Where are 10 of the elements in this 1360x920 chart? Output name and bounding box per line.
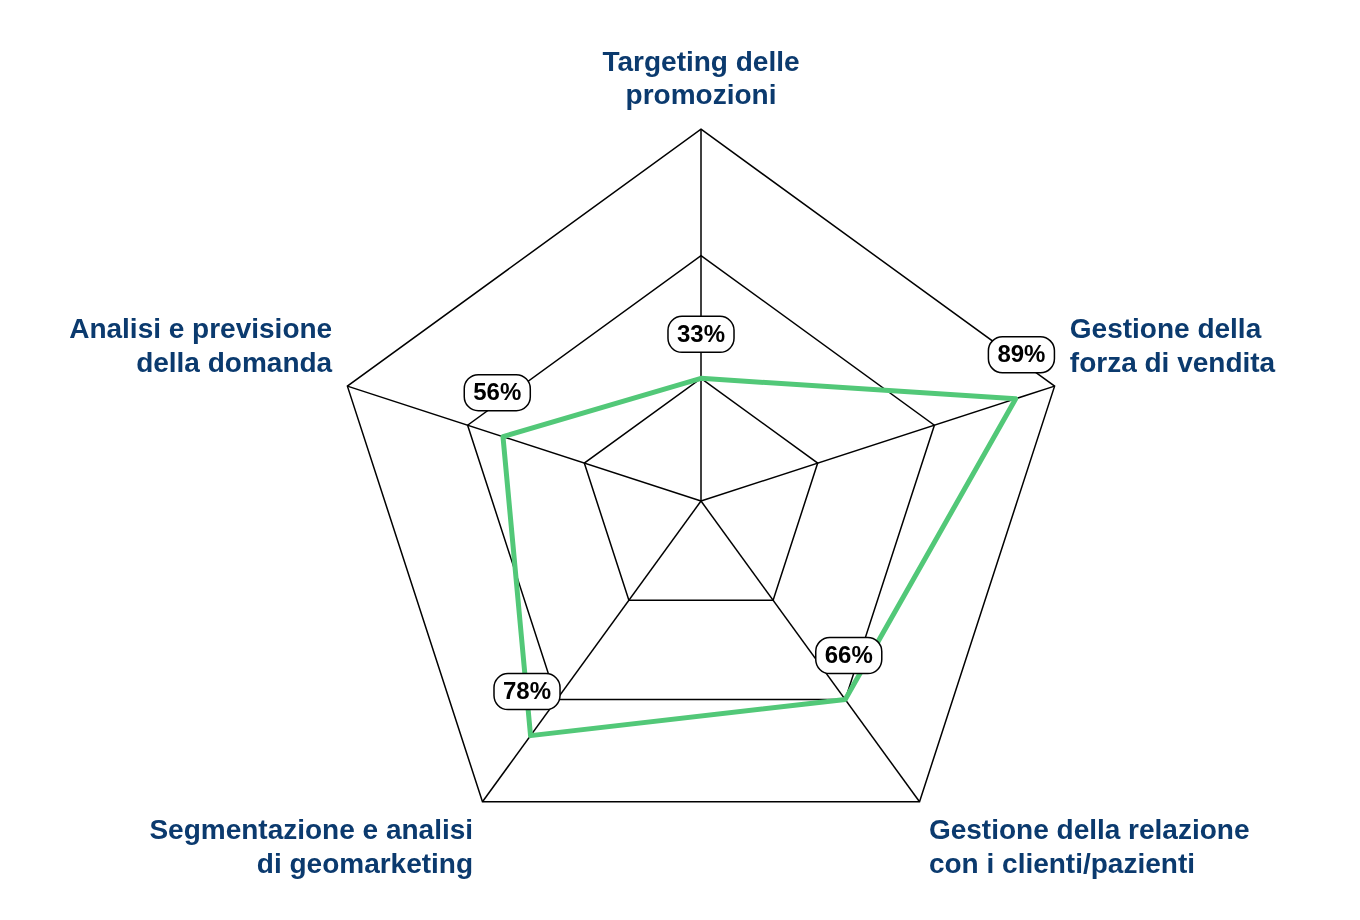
spoke-label: Targeting delle promozioni — [602, 45, 800, 111]
text: 56% — [473, 378, 522, 406]
spoke-label: Analisi e previsione della domanda — [69, 313, 333, 379]
spoke-label: Segmentazione e analisi di geomarketing — [149, 814, 474, 879]
spoke-label: Gestione della forza di vendita — [1069, 313, 1276, 379]
spoke-label: Gestione della relazione con i clienti/pazienti — [928, 814, 1250, 879]
text: 78% — [502, 677, 552, 705]
text: 89% — [997, 340, 1046, 368]
text: 66% — [824, 641, 873, 669]
text: 33% — [676, 319, 726, 347]
